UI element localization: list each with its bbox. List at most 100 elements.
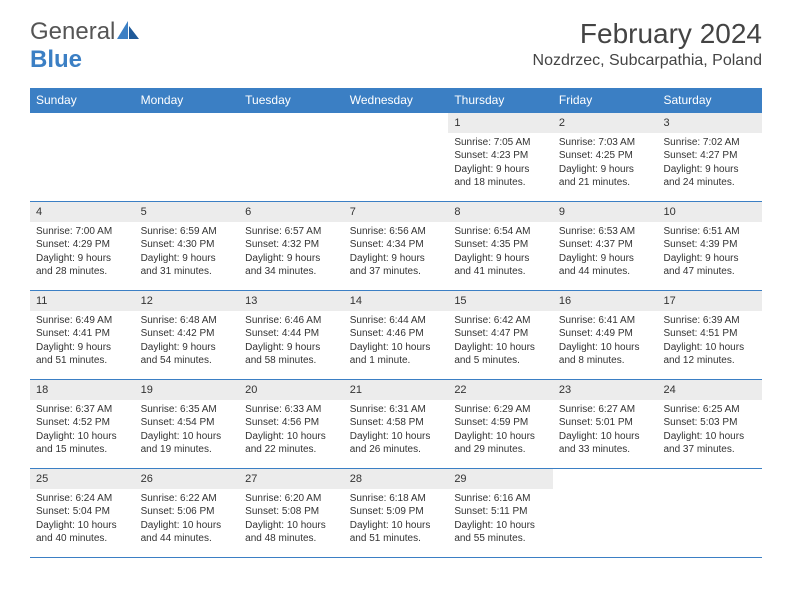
day-cell: 19Sunrise: 6:35 AMSunset: 4:54 PMDayligh… [135, 380, 240, 468]
day-number: 26 [135, 469, 240, 489]
day-number [30, 113, 135, 130]
day-day1: Daylight: 10 hours [454, 519, 547, 533]
day-number [553, 469, 658, 486]
day-sunset: Sunset: 4:30 PM [141, 238, 234, 252]
day-number: 17 [657, 291, 762, 311]
day-cell: 18Sunrise: 6:37 AMSunset: 4:52 PMDayligh… [30, 380, 135, 468]
day-day1: Daylight: 9 hours [663, 163, 756, 177]
day-day1: Daylight: 9 hours [36, 252, 129, 266]
day-number: 14 [344, 291, 449, 311]
day-header: Monday [135, 88, 240, 112]
day-sunset: Sunset: 5:04 PM [36, 505, 129, 519]
day-day1: Daylight: 10 hours [350, 430, 443, 444]
day-body: Sunrise: 6:56 AMSunset: 4:34 PMDaylight:… [344, 222, 449, 283]
month-title: February 2024 [533, 18, 762, 50]
day-sunset: Sunset: 5:09 PM [350, 505, 443, 519]
day-number: 19 [135, 380, 240, 400]
day-sunrise: Sunrise: 6:44 AM [350, 314, 443, 328]
day-body: Sunrise: 6:35 AMSunset: 4:54 PMDaylight:… [135, 400, 240, 461]
day-header: Thursday [448, 88, 553, 112]
day-sunrise: Sunrise: 6:49 AM [36, 314, 129, 328]
day-day1: Daylight: 9 hours [141, 252, 234, 266]
day-cell: 3Sunrise: 7:02 AMSunset: 4:27 PMDaylight… [657, 113, 762, 201]
day-sunrise: Sunrise: 6:54 AM [454, 225, 547, 239]
day-sunset: Sunset: 4:46 PM [350, 327, 443, 341]
day-number: 1 [448, 113, 553, 133]
day-cell: 11Sunrise: 6:49 AMSunset: 4:41 PMDayligh… [30, 291, 135, 379]
day-body: Sunrise: 6:31 AMSunset: 4:58 PMDaylight:… [344, 400, 449, 461]
day-day2: and 19 minutes. [141, 443, 234, 457]
day-day2: and 41 minutes. [454, 265, 547, 279]
day-body: Sunrise: 6:39 AMSunset: 4:51 PMDaylight:… [657, 311, 762, 372]
day-body: Sunrise: 6:48 AMSunset: 4:42 PMDaylight:… [135, 311, 240, 372]
day-day1: Daylight: 10 hours [141, 519, 234, 533]
day-sunset: Sunset: 4:47 PM [454, 327, 547, 341]
day-cell [553, 469, 658, 557]
calendar: Sunday Monday Tuesday Wednesday Thursday… [30, 88, 762, 558]
day-day1: Daylight: 10 hours [245, 430, 338, 444]
day-day2: and 44 minutes. [141, 532, 234, 546]
day-body: Sunrise: 6:57 AMSunset: 4:32 PMDaylight:… [239, 222, 344, 283]
day-number: 3 [657, 113, 762, 133]
day-number [657, 469, 762, 486]
day-sunrise: Sunrise: 6:59 AM [141, 225, 234, 239]
day-sunset: Sunset: 4:32 PM [245, 238, 338, 252]
day-body: Sunrise: 6:53 AMSunset: 4:37 PMDaylight:… [553, 222, 658, 283]
day-body: Sunrise: 6:49 AMSunset: 4:41 PMDaylight:… [30, 311, 135, 372]
day-sunrise: Sunrise: 6:31 AM [350, 403, 443, 417]
day-number: 2 [553, 113, 658, 133]
day-day2: and 15 minutes. [36, 443, 129, 457]
day-number: 20 [239, 380, 344, 400]
day-day1: Daylight: 10 hours [454, 430, 547, 444]
title-block: February 2024 Nozdrzec, Subcarpathia, Po… [533, 18, 762, 70]
week-row: 25Sunrise: 6:24 AMSunset: 5:04 PMDayligh… [30, 468, 762, 558]
day-header-row: Sunday Monday Tuesday Wednesday Thursday… [30, 88, 762, 112]
day-cell: 28Sunrise: 6:18 AMSunset: 5:09 PMDayligh… [344, 469, 449, 557]
day-sunrise: Sunrise: 7:00 AM [36, 225, 129, 239]
day-day1: Daylight: 9 hours [454, 252, 547, 266]
day-day1: Daylight: 9 hours [141, 341, 234, 355]
day-day1: Daylight: 9 hours [245, 252, 338, 266]
day-day1: Daylight: 10 hours [663, 341, 756, 355]
day-day1: Daylight: 9 hours [245, 341, 338, 355]
day-number [135, 113, 240, 130]
day-number: 28 [344, 469, 449, 489]
day-body: Sunrise: 6:42 AMSunset: 4:47 PMDaylight:… [448, 311, 553, 372]
logo-sail-icon [117, 21, 139, 39]
day-day2: and 34 minutes. [245, 265, 338, 279]
day-sunset: Sunset: 4:34 PM [350, 238, 443, 252]
day-day2: and 22 minutes. [245, 443, 338, 457]
day-day2: and 37 minutes. [350, 265, 443, 279]
logo: General Blue [30, 18, 139, 74]
day-cell: 24Sunrise: 6:25 AMSunset: 5:03 PMDayligh… [657, 380, 762, 468]
day-sunset: Sunset: 4:59 PM [454, 416, 547, 430]
day-day2: and 26 minutes. [350, 443, 443, 457]
week-row: 1Sunrise: 7:05 AMSunset: 4:23 PMDaylight… [30, 112, 762, 201]
day-header: Wednesday [344, 88, 449, 112]
day-body: Sunrise: 6:29 AMSunset: 4:59 PMDaylight:… [448, 400, 553, 461]
day-day2: and 51 minutes. [350, 532, 443, 546]
day-sunset: Sunset: 4:56 PM [245, 416, 338, 430]
day-body: Sunrise: 6:25 AMSunset: 5:03 PMDaylight:… [657, 400, 762, 461]
day-day2: and 51 minutes. [36, 354, 129, 368]
day-body: Sunrise: 6:41 AMSunset: 4:49 PMDaylight:… [553, 311, 658, 372]
day-sunrise: Sunrise: 7:02 AM [663, 136, 756, 150]
day-sunrise: Sunrise: 6:57 AM [245, 225, 338, 239]
day-sunset: Sunset: 4:42 PM [141, 327, 234, 341]
day-cell: 16Sunrise: 6:41 AMSunset: 4:49 PMDayligh… [553, 291, 658, 379]
day-cell: 22Sunrise: 6:29 AMSunset: 4:59 PMDayligh… [448, 380, 553, 468]
day-number: 15 [448, 291, 553, 311]
day-day2: and 29 minutes. [454, 443, 547, 457]
day-cell: 26Sunrise: 6:22 AMSunset: 5:06 PMDayligh… [135, 469, 240, 557]
day-sunrise: Sunrise: 6:37 AM [36, 403, 129, 417]
day-body: Sunrise: 6:33 AMSunset: 4:56 PMDaylight:… [239, 400, 344, 461]
day-cell [135, 113, 240, 201]
day-sunrise: Sunrise: 7:05 AM [454, 136, 547, 150]
day-day1: Daylight: 10 hours [350, 341, 443, 355]
day-header: Sunday [30, 88, 135, 112]
day-body: Sunrise: 6:20 AMSunset: 5:08 PMDaylight:… [239, 489, 344, 550]
day-number: 29 [448, 469, 553, 489]
day-day1: Daylight: 10 hours [559, 430, 652, 444]
logo-blue: Blue [30, 46, 82, 73]
day-sunrise: Sunrise: 6:51 AM [663, 225, 756, 239]
